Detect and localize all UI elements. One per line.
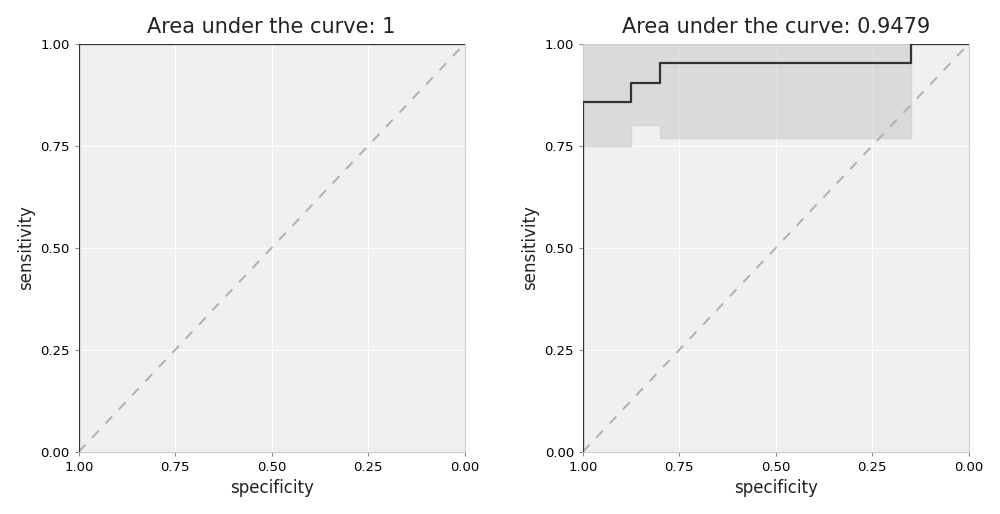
X-axis label: specificity: specificity	[230, 480, 314, 498]
Y-axis label: sensitivity: sensitivity	[17, 205, 35, 290]
Title: Area under the curve: 0.9479: Area under the curve: 0.9479	[622, 16, 930, 36]
Y-axis label: sensitivity: sensitivity	[521, 205, 539, 290]
Title: Area under the curve: 1: Area under the curve: 1	[147, 16, 396, 36]
X-axis label: specificity: specificity	[734, 480, 818, 498]
